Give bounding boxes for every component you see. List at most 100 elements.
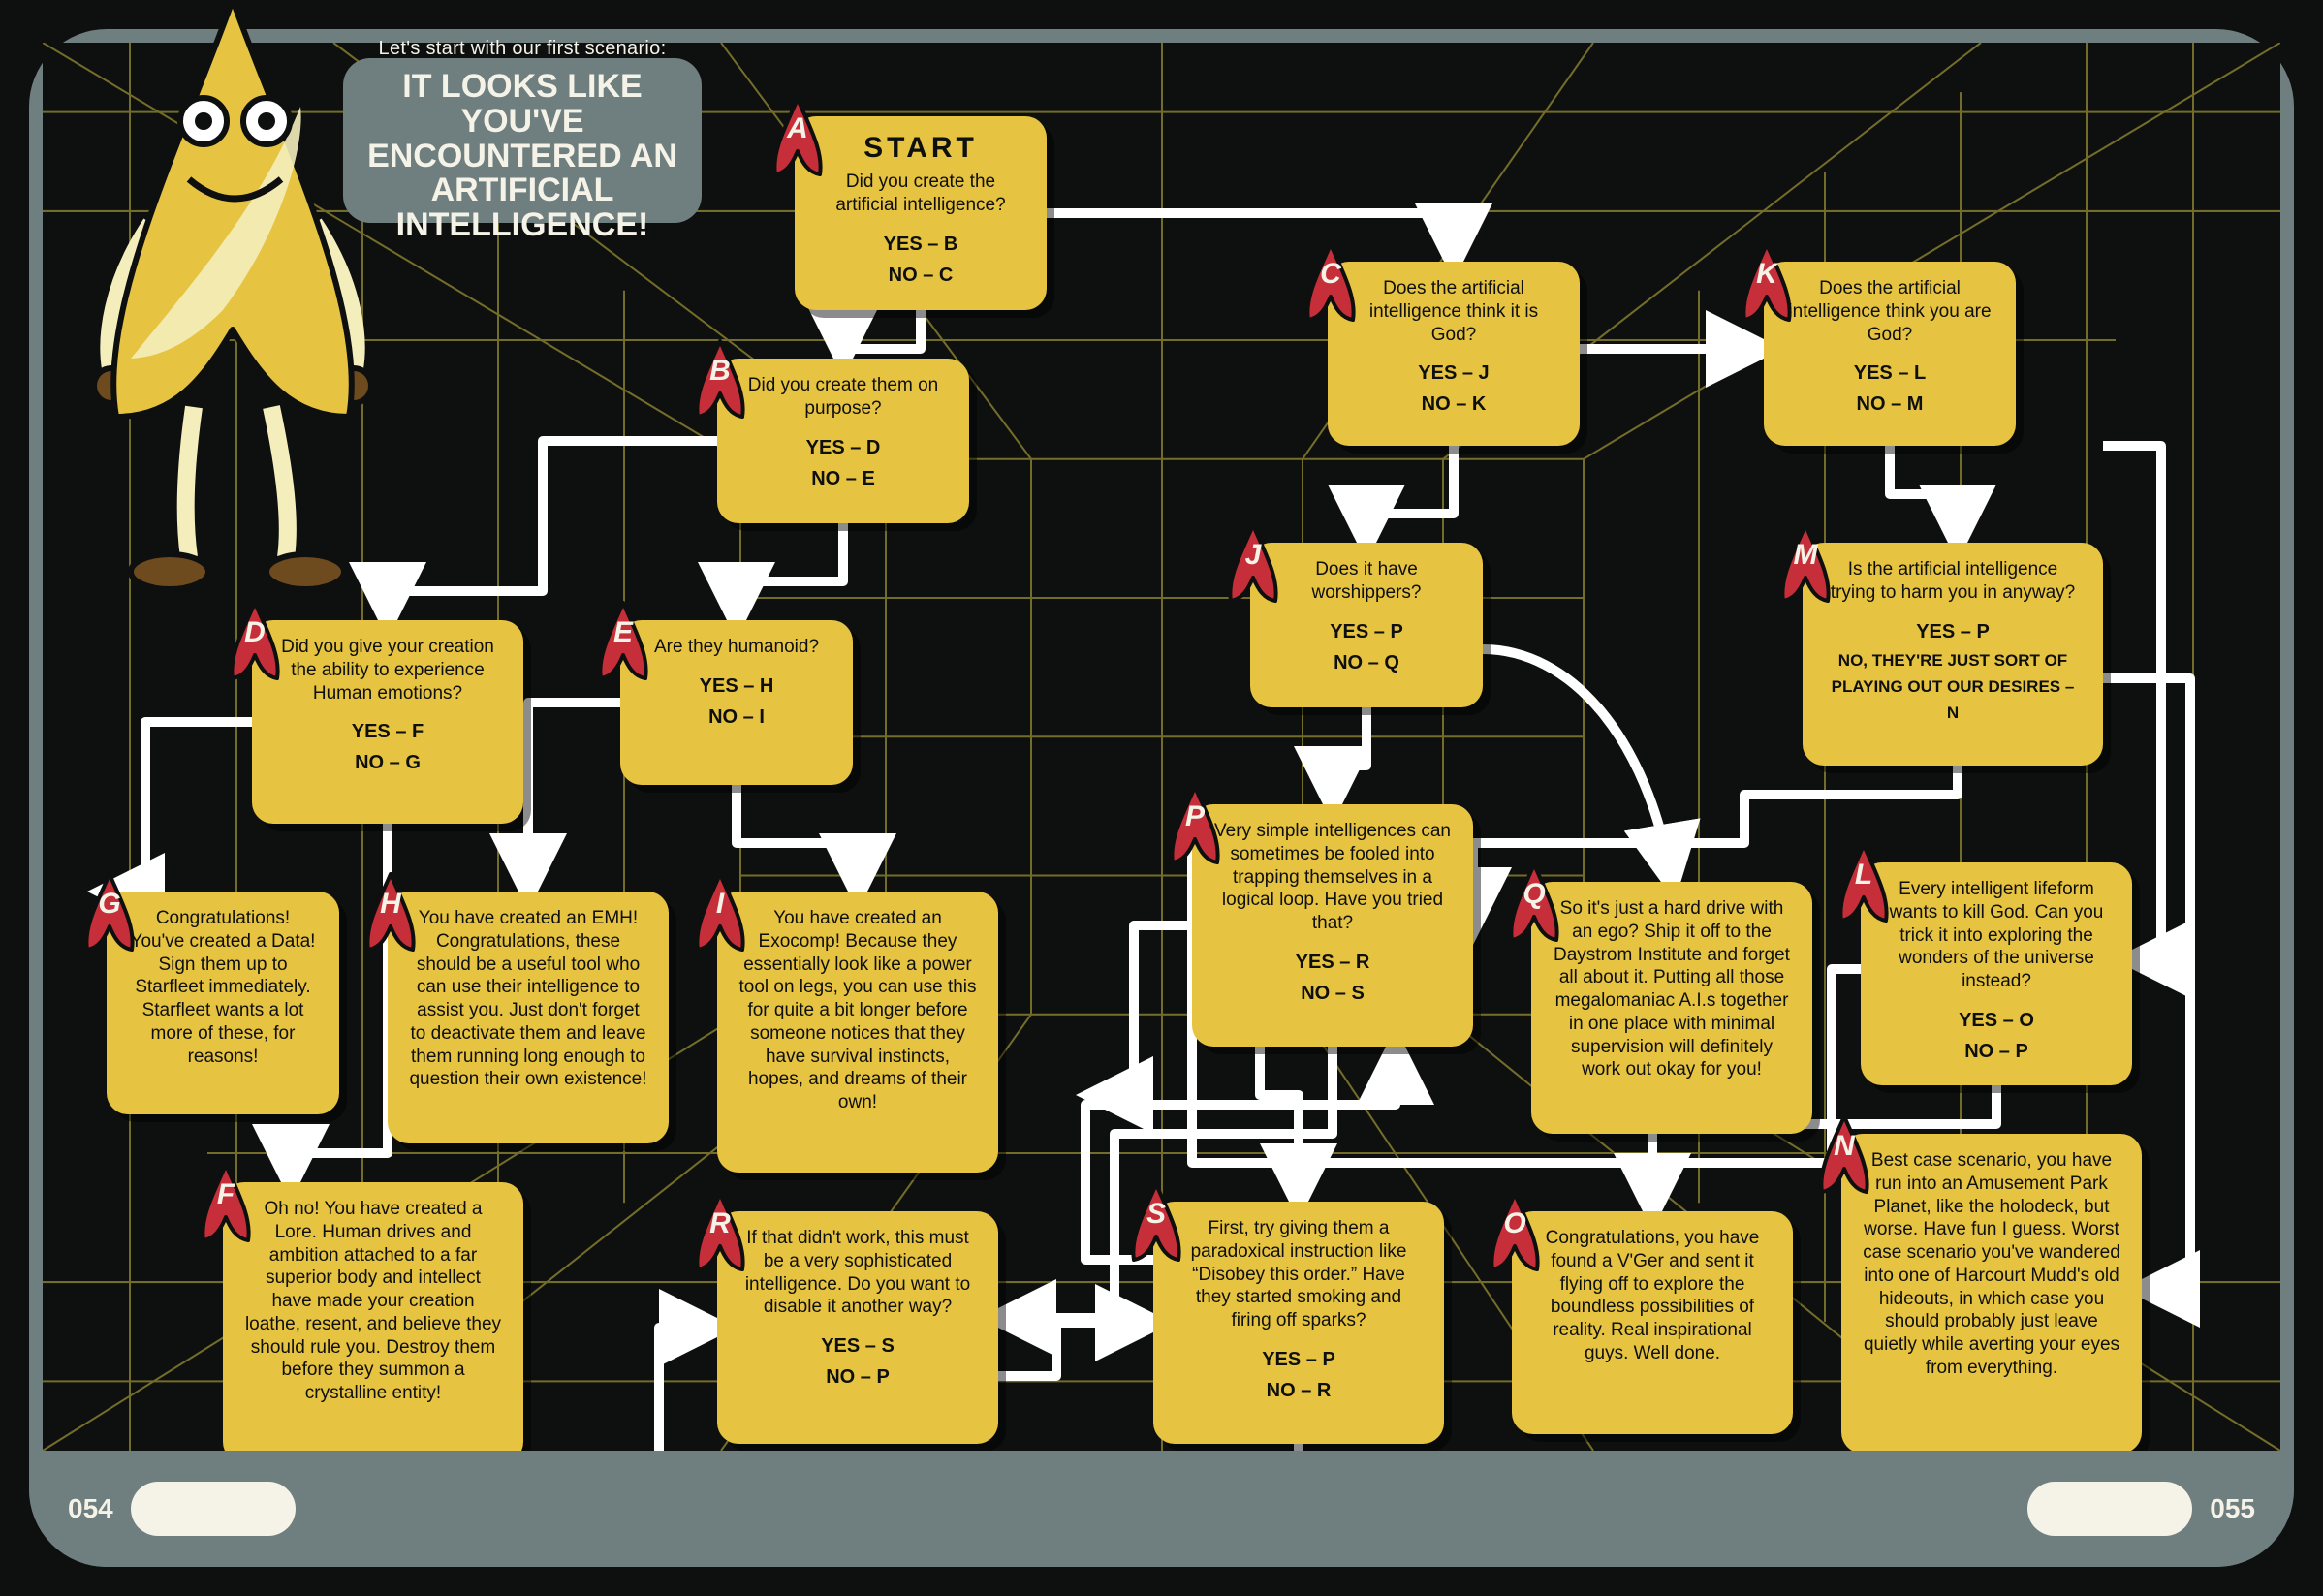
node-M: MIs the artificial intelligence trying t…: [1803, 543, 2103, 766]
node-L: LEvery intelligent lifeform wants to kil…: [1861, 862, 2132, 1085]
node-badge-I: I: [688, 872, 752, 954]
node-body: First, try giving them a paradoxical ins…: [1175, 1217, 1423, 1332]
node-body: You have created an EMH! Congratulations…: [409, 907, 647, 1091]
node-J: JDoes it have worshippers?YES – PNO – Q: [1250, 543, 1483, 707]
node-body: Does the artificial intelligence think i…: [1349, 277, 1558, 346]
node-body: Oh no! You have created a Lore. Human dr…: [244, 1198, 502, 1405]
starfleet-badge-mascot-icon: [58, 0, 407, 610]
page-number-right: 055: [2210, 1493, 2255, 1524]
node-letter: N: [1812, 1130, 1876, 1163]
node-letter: G: [78, 888, 141, 921]
answer-no-long: NO, THEY'RE JUST SORT OF PLAYING OUT OUR…: [1824, 647, 2082, 727]
node-letter: H: [359, 888, 423, 921]
node-answers: YES – JNO – K: [1349, 358, 1558, 420]
node-N: NBest case scenario, you have run into a…: [1841, 1134, 2142, 1454]
node-A: ASTARTDid you create the artificial inte…: [795, 116, 1047, 310]
node-answers: YES – PNO, THEY'RE JUST SORT OF PLAYING …: [1824, 616, 2082, 727]
node-body: Best case scenario, you have run into an…: [1863, 1149, 2120, 1380]
answer-yes: YES – L: [1785, 358, 1994, 389]
node-letter: J: [1221, 539, 1285, 572]
node-badge-O: O: [1483, 1192, 1547, 1273]
node-letter: M: [1774, 539, 1837, 572]
node-H: HYou have created an EMH! Congratulation…: [388, 892, 669, 1143]
answer-yes: YES – R: [1213, 947, 1452, 978]
node-letter: D: [223, 616, 287, 649]
node-badge-N: N: [1812, 1114, 1876, 1196]
answer-yes: YES – S: [738, 1330, 977, 1361]
node-body: Did you create them on purpose?: [738, 374, 948, 421]
node-answers: YES – PNO – Q: [1271, 616, 1461, 678]
node-body: You have created an Exocomp! Because the…: [738, 907, 977, 1114]
node-badge-C: C: [1299, 242, 1363, 324]
node-body: Is the artificial intelligence trying to…: [1824, 558, 2082, 605]
node-letter: S: [1124, 1198, 1188, 1231]
node-answers: YES – PNO – R: [1175, 1344, 1423, 1406]
node-body: Does it have worshippers?: [1271, 558, 1461, 605]
node-body: Congratulations! You've created a Data! …: [128, 907, 318, 1068]
node-answers: YES – DNO – E: [738, 432, 948, 494]
node-answers: YES – ONO – P: [1882, 1005, 2111, 1067]
answer-yes: YES – H: [642, 671, 832, 702]
node-letter: I: [688, 888, 752, 921]
node-badge-P: P: [1163, 785, 1227, 866]
node-letter: R: [688, 1207, 752, 1240]
node-answers: YES – HNO – I: [642, 671, 832, 733]
node-letter: K: [1735, 258, 1799, 291]
node-body: Does the artificial intelligence think y…: [1785, 277, 1994, 346]
viewport: Let's start with our first scenario: IT …: [0, 0, 2323, 1596]
node-K: KDoes the artificial intelligence think …: [1764, 262, 2016, 446]
answer-no: NO – I: [642, 702, 832, 733]
node-O: OCongratulations, you have found a V'Ger…: [1512, 1211, 1793, 1434]
answer-yes: YES – D: [738, 432, 948, 463]
node-body: So it's just a hard drive with an ego? S…: [1553, 897, 1791, 1081]
node-letter: E: [591, 616, 655, 649]
answer-no: NO – S: [1213, 978, 1452, 1009]
node-P: PVery simple intelligences can sometimes…: [1192, 804, 1473, 1047]
node-F: FOh no! You have created a Lore. Human d…: [223, 1182, 523, 1463]
node-S: SFirst, try giving them a paradoxical in…: [1153, 1202, 1444, 1444]
node-body: Are they humanoid?: [642, 636, 832, 659]
page-number-left: 054: [68, 1493, 113, 1524]
node-badge-S: S: [1124, 1182, 1188, 1264]
node-C: CDoes the artificial intelligence think …: [1328, 262, 1580, 446]
footer-pill-left: [131, 1482, 296, 1536]
node-R: RIf that didn't work, this must be a ver…: [717, 1211, 998, 1444]
node-badge-G: G: [78, 872, 141, 954]
node-body: Congratulations, you have found a V'Ger …: [1533, 1227, 1772, 1365]
node-I: IYou have created an Exocomp! Because th…: [717, 892, 998, 1173]
node-answers: YES – FNO – G: [273, 716, 502, 778]
node-badge-F: F: [194, 1163, 258, 1244]
node-badge-R: R: [688, 1192, 752, 1273]
node-badge-Q: Q: [1502, 862, 1566, 944]
node-answers: YES – LNO – M: [1785, 358, 1994, 420]
answer-no: NO – P: [1882, 1036, 2111, 1067]
answer-no: NO – Q: [1271, 647, 1461, 678]
node-letter: A: [766, 112, 830, 145]
footer-pill-right: [2027, 1482, 2192, 1536]
node-D: DDid you give your creation the ability …: [252, 620, 523, 824]
answer-yes: YES – J: [1349, 358, 1558, 389]
answer-yes: YES – P: [1271, 616, 1461, 647]
node-letter: F: [194, 1178, 258, 1211]
answer-no: NO – M: [1785, 389, 1994, 420]
node-title: START: [816, 132, 1025, 165]
node-answers: YES – BNO – C: [816, 229, 1025, 291]
answer-no: NO – C: [816, 260, 1025, 291]
node-Q: QSo it's just a hard drive with an ego? …: [1531, 882, 1812, 1134]
node-E: EAre they humanoid?YES – HNO – I: [620, 620, 853, 785]
node-body: Every intelligent lifeform wants to kill…: [1882, 878, 2111, 993]
node-answers: YES – SNO – P: [738, 1330, 977, 1393]
node-letter: O: [1483, 1207, 1547, 1240]
answer-yes: YES – P: [1824, 616, 2082, 647]
node-badge-E: E: [591, 601, 655, 682]
answer-yes: YES – B: [816, 229, 1025, 260]
node-badge-L: L: [1832, 843, 1896, 924]
node-badge-H: H: [359, 872, 423, 954]
node-letter: P: [1163, 800, 1227, 833]
node-badge-D: D: [223, 601, 287, 682]
node-letter: Q: [1502, 878, 1566, 911]
node-badge-B: B: [688, 339, 752, 421]
node-body: Did you create the artificial intelligen…: [816, 171, 1025, 217]
answer-no: NO – R: [1175, 1375, 1423, 1406]
node-body: If that didn't work, this must be a very…: [738, 1227, 977, 1319]
